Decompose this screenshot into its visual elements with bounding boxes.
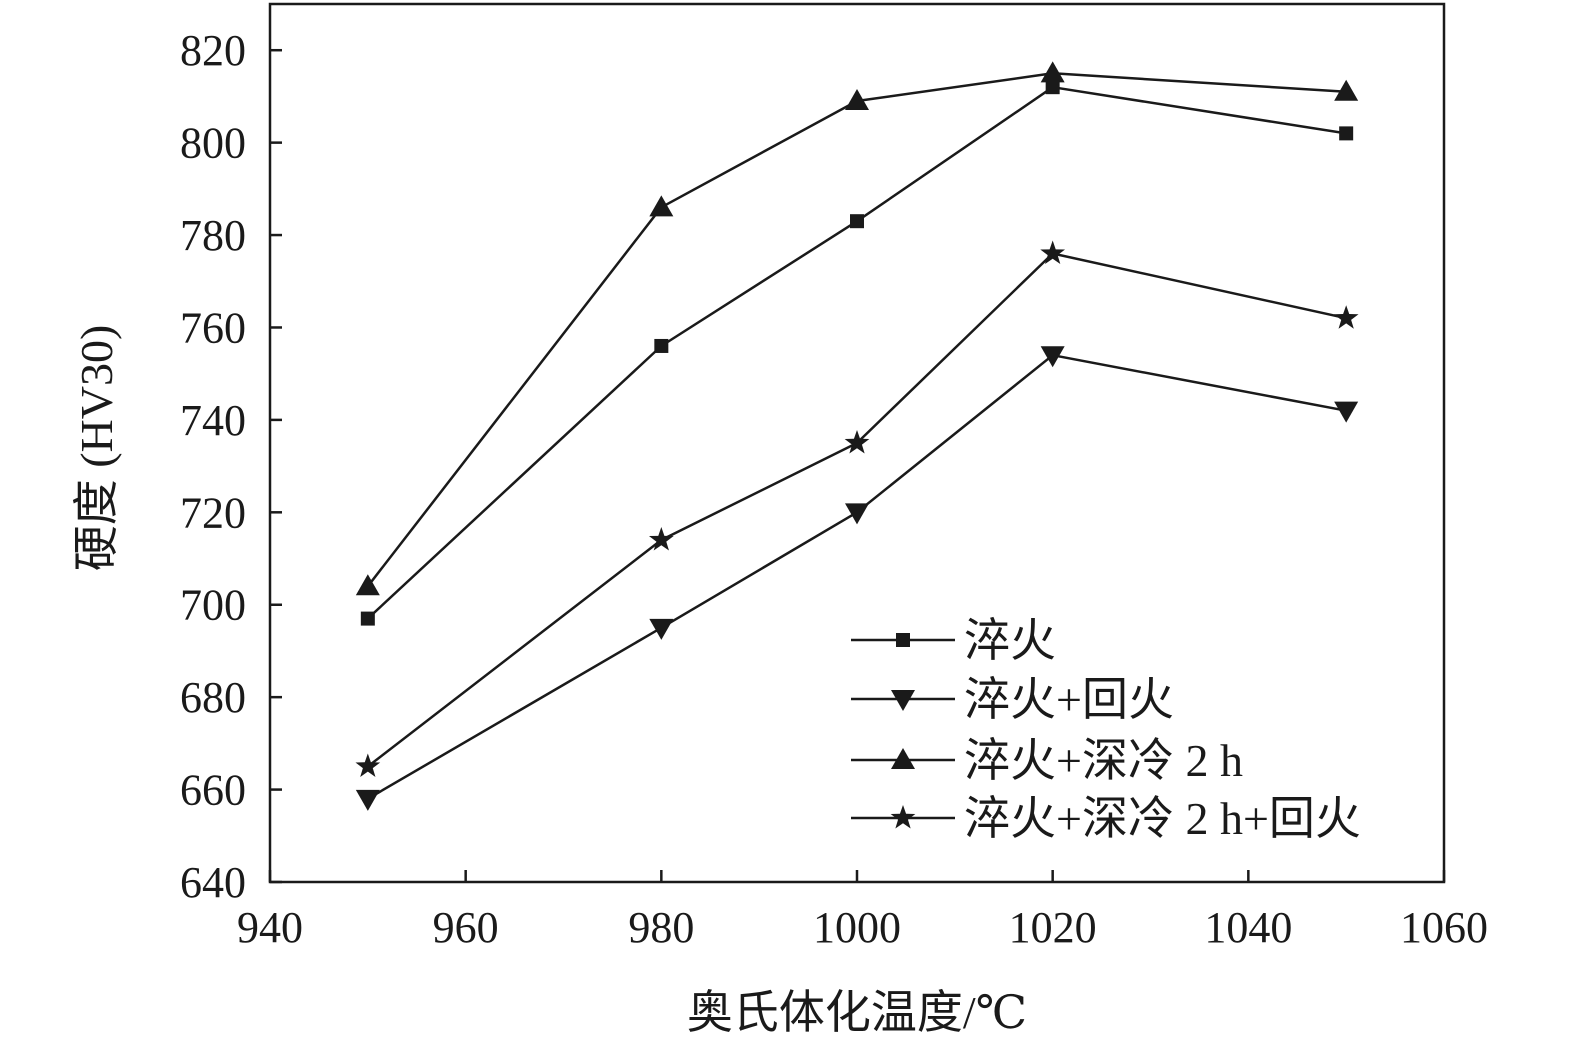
series-1 [360, 80, 1354, 626]
x-tick-label: 940 [237, 903, 303, 952]
series-line [366, 85, 1347, 620]
y-tick-label: 660 [180, 766, 246, 815]
y-tick-label: 820 [180, 26, 246, 75]
data-point [355, 574, 380, 596]
x-tick-label: 960 [433, 903, 499, 952]
data-point [355, 753, 381, 777]
data-point [1040, 346, 1065, 368]
y-tick-label: 760 [180, 303, 246, 352]
legend-marker [890, 805, 916, 829]
legend-marker [891, 690, 915, 711]
y-tick-label: 740 [180, 396, 246, 445]
data-point [649, 618, 674, 640]
legend-label: 淬火 [964, 615, 1056, 666]
legend-label: 淬火+深冷 2 h+回火 [964, 793, 1361, 844]
legend-item: 淬火+回火 [851, 674, 1174, 725]
legend-label: 淬火+深冷 2 h [964, 735, 1243, 786]
data-point [1334, 79, 1359, 101]
y-axis-title: 硬度 (HV30) [71, 325, 122, 572]
data-point [1339, 126, 1354, 141]
data-point [850, 214, 864, 229]
series-3 [355, 61, 1359, 596]
x-axis-title: 奥氏体化温度/℃ [687, 987, 1027, 1038]
data-point [360, 611, 375, 626]
x-tick-label: 1020 [1009, 903, 1097, 952]
x-tick-label: 1040 [1204, 903, 1292, 952]
y-tick-label: 720 [180, 488, 246, 537]
y-tick-label: 680 [180, 673, 246, 722]
data-point [845, 89, 869, 111]
legend-item: 淬火+深冷 2 h+回火 [851, 793, 1361, 844]
y-tick-label: 640 [180, 858, 246, 907]
series-line [367, 353, 1347, 800]
data-point [654, 338, 669, 353]
data-point [355, 789, 380, 811]
axis-ticks: 940 960 980 1000 1020 1040 1060 640 660 680 700 720… [180, 26, 1488, 952]
y-tick-label: 800 [180, 119, 246, 168]
x-tick-label: 1060 [1400, 903, 1488, 952]
y-tick-label: 700 [180, 581, 246, 630]
legend-item: 淬火 [851, 615, 1056, 666]
data-point [1045, 80, 1060, 95]
data-point [649, 195, 674, 217]
data-point [1334, 401, 1359, 423]
legend-marker [891, 748, 915, 769]
data-point [844, 430, 870, 454]
data-point [1040, 240, 1066, 265]
legend-marker [896, 633, 910, 647]
x-tick-label: 980 [628, 903, 694, 952]
series-4 [355, 240, 1359, 777]
data-point [648, 527, 674, 551]
data-point [1040, 61, 1065, 83]
legend-item: 淬火+深冷 2 h [851, 735, 1243, 786]
series-group [355, 61, 1359, 811]
data-point [1333, 305, 1359, 329]
x-tick-label: 1000 [813, 903, 901, 952]
legend-label: 淬火+回火 [964, 674, 1174, 725]
data-point [845, 503, 869, 525]
series-2 [355, 346, 1359, 811]
y-tick-label: 780 [180, 211, 246, 260]
